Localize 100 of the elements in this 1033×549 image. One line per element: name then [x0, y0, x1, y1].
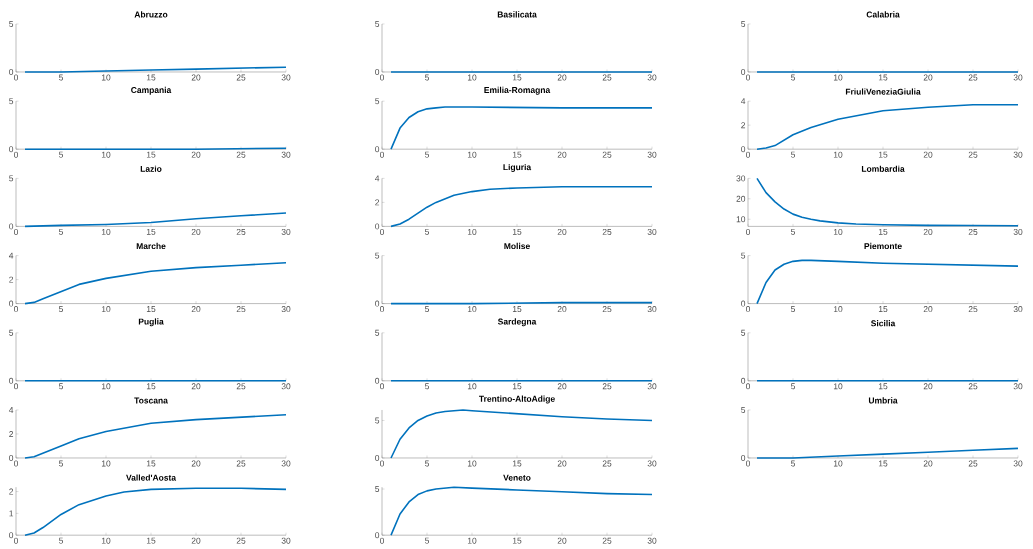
chart-title: FriuliVeneziaGiulia	[845, 88, 921, 95]
y-tick-label: 0	[375, 532, 380, 539]
x-tick-label: 30	[1013, 151, 1023, 158]
chart-title: Lazio	[140, 165, 162, 172]
x-tick-label: 25	[602, 383, 612, 390]
y-tick-label: 1	[9, 510, 14, 517]
chart-title: Lombardia	[861, 165, 905, 172]
x-tick-label: 5	[425, 228, 430, 235]
x-tick-label: 25	[602, 306, 612, 313]
x-tick-label: 20	[557, 537, 567, 544]
x-tick-label: 25	[602, 74, 612, 81]
x-tick-label: 20	[923, 74, 933, 81]
chart-title: Abruzzo	[134, 11, 168, 18]
x-tick-label: 20	[191, 383, 201, 390]
x-tick-label: 5	[791, 306, 796, 313]
x-tick-label: 25	[968, 151, 978, 158]
x-tick-label: 20	[557, 74, 567, 81]
y-tick-label: 30	[736, 175, 746, 182]
chart-title: Basilicata	[497, 11, 537, 18]
x-tick-label: 25	[236, 228, 246, 235]
y-tick-label: 0	[9, 146, 14, 153]
y-tick-label: 5	[375, 417, 380, 424]
x-tick-label: 20	[923, 383, 933, 390]
x-tick-label: 10	[101, 74, 111, 81]
x-tick-label: 25	[602, 228, 612, 235]
y-tick-label: 0	[741, 68, 746, 75]
x-tick-label: 30	[647, 383, 657, 390]
y-tick-label: 5	[375, 486, 380, 492]
x-tick-label: 30	[647, 74, 657, 81]
x-tick-label: 25	[236, 306, 246, 313]
x-tick-label: 30	[281, 383, 291, 390]
x-tick-label: 15	[146, 151, 156, 158]
x-tick-label: 5	[59, 306, 64, 313]
x-tick-label: 30	[1013, 74, 1023, 81]
y-tick-label: 2	[375, 199, 380, 206]
x-tick-label: 30	[1013, 306, 1023, 313]
y-tick-label: 0	[375, 454, 380, 461]
x-tick-label: 20	[557, 228, 567, 235]
x-tick-label: 5	[791, 228, 796, 235]
chart-title: Puglia	[138, 318, 164, 327]
chart-title: Sardegna	[497, 318, 537, 327]
x-tick-label: 5	[59, 74, 64, 81]
x-tick-label: 30	[281, 228, 291, 235]
x-tick-label: 10	[101, 151, 111, 158]
y-tick-label: 4	[8, 407, 14, 413]
x-tick-label: 20	[191, 228, 201, 235]
x-tick-label: 15	[878, 151, 888, 158]
y-tick-label: 0	[741, 377, 746, 384]
x-tick-label: 10	[833, 151, 843, 158]
line-series	[756, 177, 1019, 227]
x-tick-label: 10	[467, 306, 477, 313]
x-tick-label: 10	[467, 460, 477, 467]
x-tick-label: 25	[968, 460, 978, 467]
y-tick-label: 4	[8, 252, 14, 259]
x-tick-label: 10	[101, 306, 111, 313]
y-tick-label: 5	[375, 329, 380, 336]
x-tick-label: 5	[425, 151, 430, 158]
y-tick-label: 2	[741, 122, 746, 129]
chart-title: Molise	[504, 242, 530, 250]
x-tick-label: 5	[791, 460, 796, 467]
x-tick-label: 25	[968, 228, 978, 235]
x-tick-label: 10	[833, 228, 843, 235]
x-tick-label: 20	[191, 74, 201, 81]
y-tick-label: 0	[9, 454, 14, 461]
x-tick-label: 5	[425, 74, 430, 81]
x-tick-label: 10	[101, 228, 111, 235]
x-tick-label: 30	[281, 74, 291, 81]
y-tick-label: 2	[9, 488, 14, 495]
x-tick-label: 30	[647, 151, 657, 158]
y-tick-label: 5	[741, 407, 746, 413]
x-tick-label: 30	[281, 460, 291, 467]
x-tick-label: 10	[101, 383, 111, 390]
x-tick-label: 30	[647, 228, 657, 235]
x-tick-label: 25	[968, 74, 978, 81]
x-tick-label: 25	[602, 537, 612, 544]
x-tick-label: 20	[557, 383, 567, 390]
x-tick-label: 10	[467, 151, 477, 158]
y-tick-label: 2	[9, 276, 14, 283]
x-tick-label: 15	[512, 306, 522, 313]
y-tick-label: 0	[741, 454, 746, 461]
x-tick-label: 30	[647, 537, 657, 544]
x-tick-label: 10	[101, 460, 111, 467]
x-tick-label: 15	[146, 306, 156, 313]
x-tick-label: 15	[512, 228, 522, 235]
x-tick-label: 25	[968, 383, 978, 390]
x-tick-label: 20	[191, 151, 201, 158]
x-tick-label: 10	[833, 460, 843, 467]
x-tick-label: 25	[602, 151, 612, 158]
chart-title: Piemonte	[864, 242, 902, 250]
x-tick-label: 20	[923, 460, 933, 467]
x-tick-label: 15	[512, 74, 522, 81]
x-tick-label: 15	[146, 383, 156, 390]
x-tick-label: 20	[557, 151, 567, 158]
x-tick-label: 5	[59, 460, 64, 467]
x-tick-label: 10	[467, 537, 477, 544]
chart-title: Veneto	[503, 474, 531, 481]
chart-title: Campania	[131, 86, 172, 95]
y-tick-label: 4	[740, 98, 746, 105]
y-tick-label: 5	[9, 329, 14, 336]
x-tick-label: 5	[425, 537, 430, 544]
